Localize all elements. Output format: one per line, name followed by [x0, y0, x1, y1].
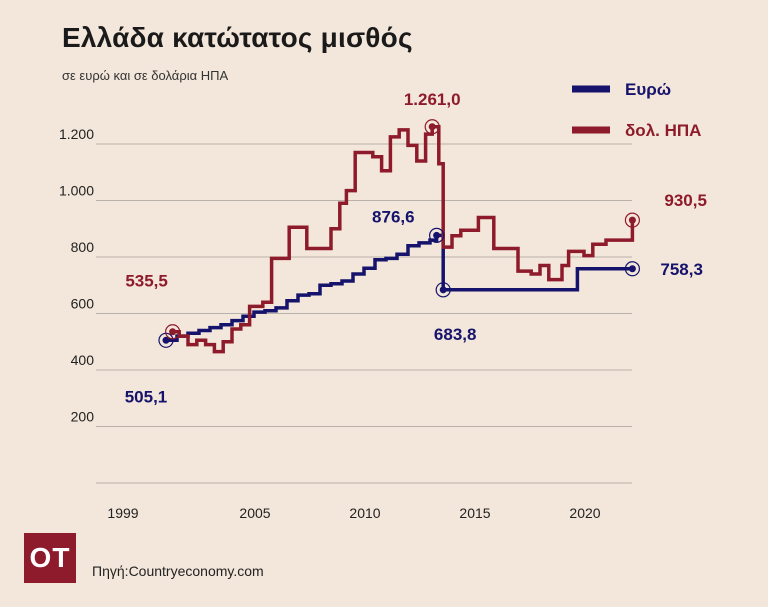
- highlight-markers: [158, 119, 641, 348]
- series-lines: [166, 125, 635, 354]
- data-label: 758,3: [660, 260, 703, 279]
- marker-dot: [433, 231, 441, 239]
- marker-dot: [628, 216, 636, 224]
- data-label: 505,1: [125, 387, 168, 406]
- series-line-usd: [172, 125, 635, 354]
- data-label: 876,6: [372, 207, 415, 226]
- marker-ring: [165, 324, 181, 340]
- chart-subtitle: σε ευρώ και σε δολάρια ΗΠΑ: [62, 68, 229, 83]
- chart-title: Ελλάδα κατώτατος μισθός: [62, 22, 413, 53]
- data-label: 535,5: [125, 272, 168, 291]
- legend-label-usd: δολ. ΗΠΑ: [625, 121, 701, 140]
- marker-dot: [169, 328, 177, 336]
- marker-dot: [628, 265, 636, 273]
- x-tick-label: 1999: [107, 505, 138, 521]
- legend: Ευρώ δολ. ΗΠΑ: [572, 80, 701, 140]
- marker-ring: [624, 261, 641, 277]
- marker-ring: [624, 212, 641, 228]
- legend-label-euro: Ευρώ: [625, 80, 671, 99]
- data-annotations: 505,1 876,6 683,8 758,3 535,5 1.261,0 930,5: [125, 90, 707, 407]
- marker-dot: [162, 336, 170, 344]
- x-tick-label: 2015: [459, 505, 490, 521]
- data-label: 683,8: [434, 325, 477, 344]
- x-tick-label: 2020: [569, 505, 600, 521]
- y-axis-ticks: 200 400 600 800 1.000 1.200: [59, 126, 94, 425]
- source-note: Πηγή:Countryeconomy.com: [92, 563, 264, 579]
- marker-ring: [435, 282, 451, 298]
- y-tick-label: 1.200: [59, 126, 94, 142]
- series-line-euro: [166, 233, 633, 343]
- y-tick-label: 800: [71, 239, 95, 255]
- x-tick-label: 2010: [349, 505, 380, 521]
- y-tick-label: 400: [71, 352, 95, 368]
- x-tick-label: 2005: [239, 505, 270, 521]
- data-label: 1.261,0: [404, 90, 461, 109]
- marker-dot: [428, 123, 436, 131]
- data-label: 930,5: [664, 191, 707, 210]
- y-tick-label: 600: [71, 296, 95, 312]
- marker-dot: [439, 286, 447, 294]
- y-tick-label: 200: [71, 409, 95, 425]
- marker-ring: [429, 227, 445, 243]
- gridlines: [96, 143, 632, 484]
- marker-ring: [424, 119, 440, 135]
- y-tick-label: 1.000: [59, 183, 94, 199]
- brand-logo: OT: [24, 533, 76, 583]
- x-axis-ticks: 1999 2005 2010 2015 2020: [107, 505, 600, 521]
